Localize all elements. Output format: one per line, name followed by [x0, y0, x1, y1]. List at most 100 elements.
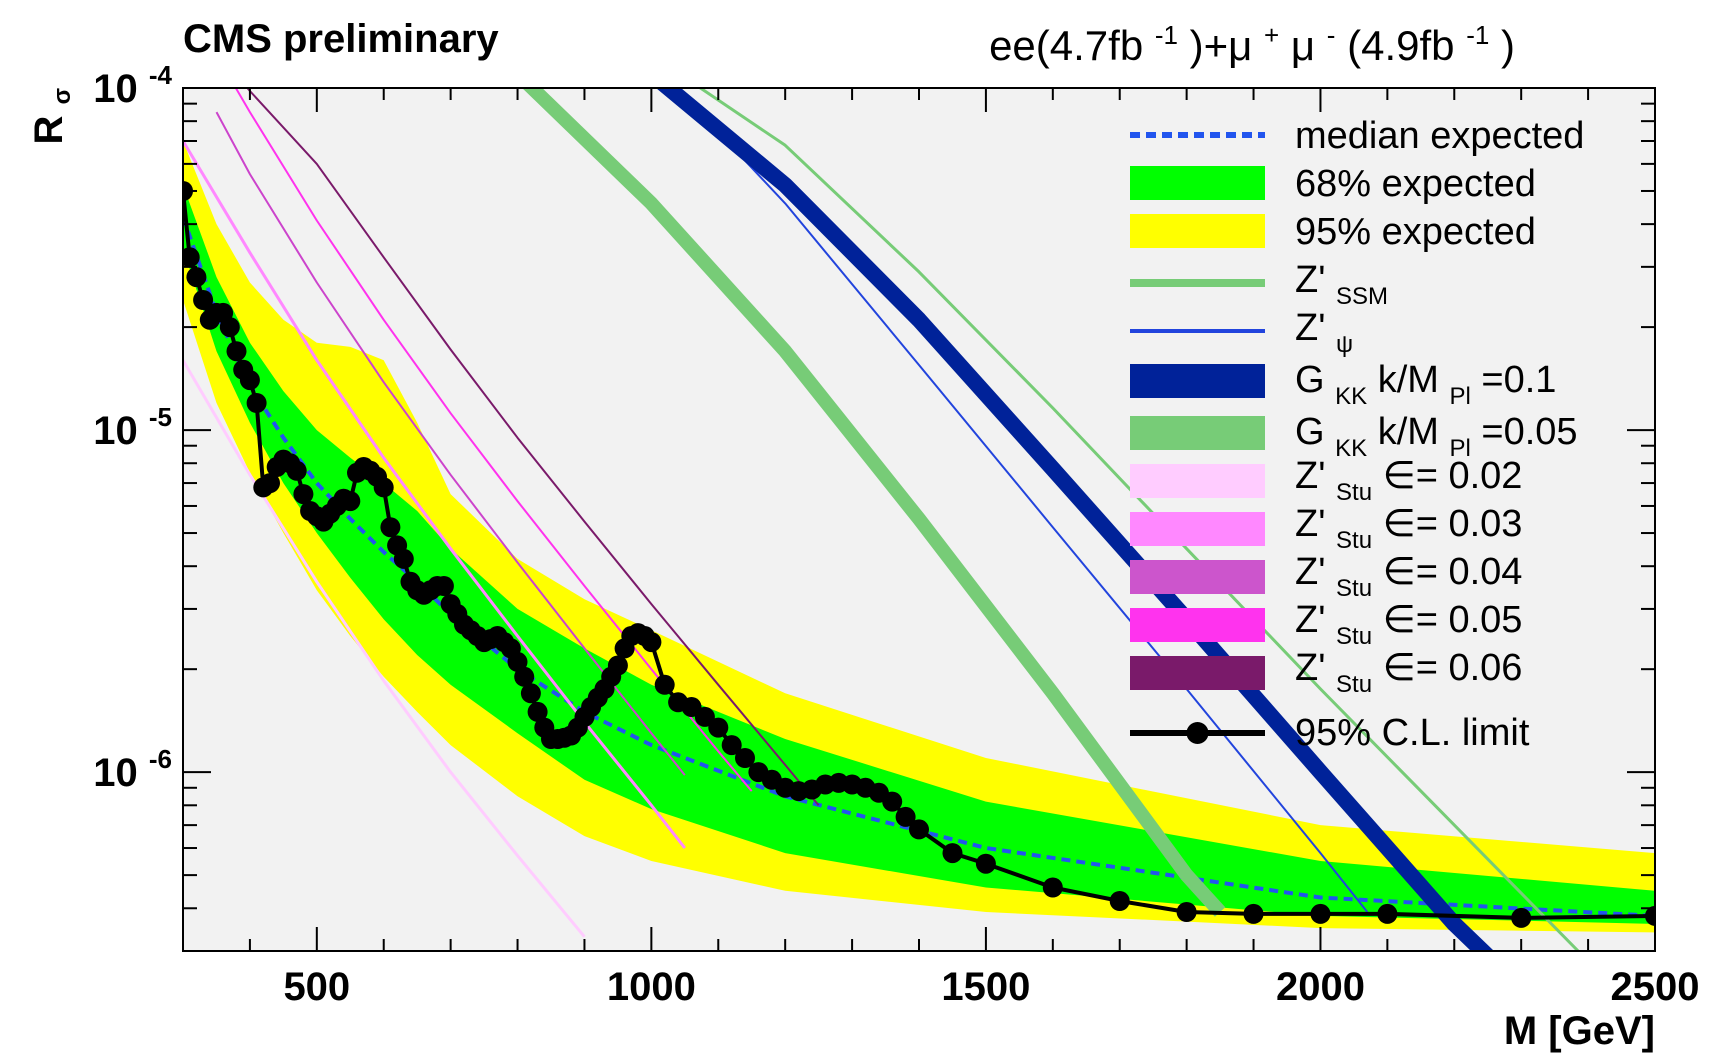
legend-value: ∈= 0.04 [1383, 551, 1523, 593]
y-tick-exp: -6 [149, 744, 172, 774]
y-tick-base: 10 [93, 67, 138, 111]
legend-swatch-stu006 [1130, 656, 1265, 690]
observed-point [393, 548, 414, 569]
observed-point [708, 717, 729, 738]
x-tick-label-2500: 2500 [1611, 965, 1700, 1009]
zpsi-curve [675, 88, 1369, 913]
x-tick-labels: 500 1000 1500 2000 2500 [283, 965, 1699, 1009]
stu004-curve [215, 111, 686, 776]
observed-point [1176, 902, 1197, 922]
observed-limit [183, 181, 1655, 928]
header-mu-minus: - [1327, 20, 1336, 50]
observed-point [373, 477, 394, 498]
legend-sub: Stu [1336, 527, 1372, 554]
x-tick-label-1500: 1500 [941, 965, 1030, 1009]
median-expected-line [183, 216, 1655, 918]
model-curves [183, 88, 1581, 951]
legend-swatch-gkk01 [1130, 364, 1265, 398]
observed-point [183, 247, 200, 268]
header-ee-exp: -1 [1155, 20, 1178, 50]
observed-point [193, 290, 214, 310]
header-mu-part: )+μ [1190, 22, 1253, 69]
observed-point [219, 317, 240, 338]
y-tick-label-1e-6: 10 -6 [93, 744, 172, 795]
legend-label-gkk01: G KK k/M Pl =0.1 [1295, 359, 1556, 413]
y-axis-label: R σ [27, 88, 76, 144]
legend-swatch-stu005 [1130, 608, 1265, 642]
header-mu-mid: μ [1291, 22, 1315, 69]
legend-g: G [1295, 359, 1325, 401]
legend-swatch-observed-marker [1186, 722, 1209, 744]
legend-value: =0.05 [1481, 411, 1577, 453]
y-tick-labels: 10 -4 10 -5 10 -6 [93, 60, 172, 795]
legend-zprime: Z' [1295, 503, 1325, 545]
gkk005-curve [522, 88, 1226, 917]
x-tick-label-500: 500 [283, 965, 350, 1009]
header-mu-lumi: (4.9fb [1347, 22, 1454, 69]
legend-swatches [1130, 132, 1265, 744]
observed-point [507, 651, 528, 672]
observed-point [735, 748, 755, 768]
legend-sub: SSM [1336, 283, 1388, 310]
legend-label-stu003: Z' Stu ∈= 0.03 [1295, 503, 1522, 557]
observed-point [293, 484, 314, 505]
legend-label-stu004: Z' Stu ∈= 0.04 [1295, 551, 1522, 605]
observed-point [246, 393, 267, 413]
observed-point [1109, 891, 1130, 911]
median-expected [183, 216, 1655, 918]
legend-value: ∈= 0.05 [1383, 599, 1523, 641]
legend-label-band68: 68% expected [1295, 163, 1536, 205]
legend-sub: ψ [1336, 331, 1353, 358]
observed-point [895, 806, 916, 827]
legend-zprime: Z' [1295, 259, 1325, 301]
observed-point [527, 701, 548, 722]
legend-kmpl: k/M [1378, 359, 1439, 401]
observed-point [239, 370, 260, 391]
legend-label-stu005: Z' Stu ∈= 0.05 [1295, 599, 1522, 653]
x-tick-label-2000: 2000 [1276, 965, 1365, 1009]
legend-zprime: Z' [1295, 647, 1325, 689]
legend-swatch-stu003 [1130, 512, 1265, 546]
legend-sub: KK [1335, 383, 1367, 410]
legend-label-zpsi: Z' ψ [1295, 307, 1353, 358]
header-close: ) [1501, 22, 1515, 69]
observed-point [882, 791, 903, 812]
observed-point [1377, 903, 1398, 924]
stu002-curve [183, 359, 586, 938]
y-tick-label-1e-4: 10 -4 [93, 60, 172, 111]
axis-ticks [182, 87, 1656, 952]
y-axis-label-main: R [27, 115, 71, 144]
legend-label-gkk005: G KK k/M Pl =0.05 [1295, 411, 1578, 465]
observed-point [641, 632, 662, 653]
plot-area [183, 88, 1655, 951]
legend-swatch-band95 [1130, 214, 1265, 248]
observed-point [1511, 907, 1532, 928]
header-mu-exp: -1 [1466, 20, 1489, 50]
header-ee: ee(4.7fb [989, 22, 1143, 69]
observed-point [721, 735, 742, 756]
observed-point [520, 683, 541, 704]
legend-zprime: Z' [1295, 455, 1325, 497]
observed-point [286, 460, 307, 481]
observed-point [1645, 905, 1655, 926]
legend-labels: median expected 68% expected 95% expecte… [1295, 115, 1584, 754]
legend-swatch-gkk005 [1130, 416, 1265, 450]
legend-zprime: Z' [1295, 307, 1325, 349]
y-tick-base: 10 [93, 409, 138, 453]
legend-sub: Stu [1336, 479, 1372, 506]
legend-pl: Pl [1449, 435, 1470, 462]
observed-point [226, 341, 247, 362]
y-tick-exp: -5 [149, 402, 172, 432]
legend-swatch-stu002 [1130, 464, 1265, 498]
y-tick-label-1e-5: 10 -5 [93, 402, 172, 453]
observed-point [433, 576, 454, 596]
observed-point [340, 491, 361, 512]
legend-zprime: Z' [1295, 551, 1325, 593]
legend-swatch-band68 [1130, 166, 1265, 200]
legend-kmpl: k/M [1378, 411, 1439, 453]
legend-sub: KK [1335, 435, 1367, 462]
observed-point [975, 853, 996, 874]
legend-label-observed: 95% C.L. limit [1295, 712, 1530, 754]
observed-point [1042, 877, 1063, 898]
legend-value: ∈= 0.03 [1383, 503, 1523, 545]
